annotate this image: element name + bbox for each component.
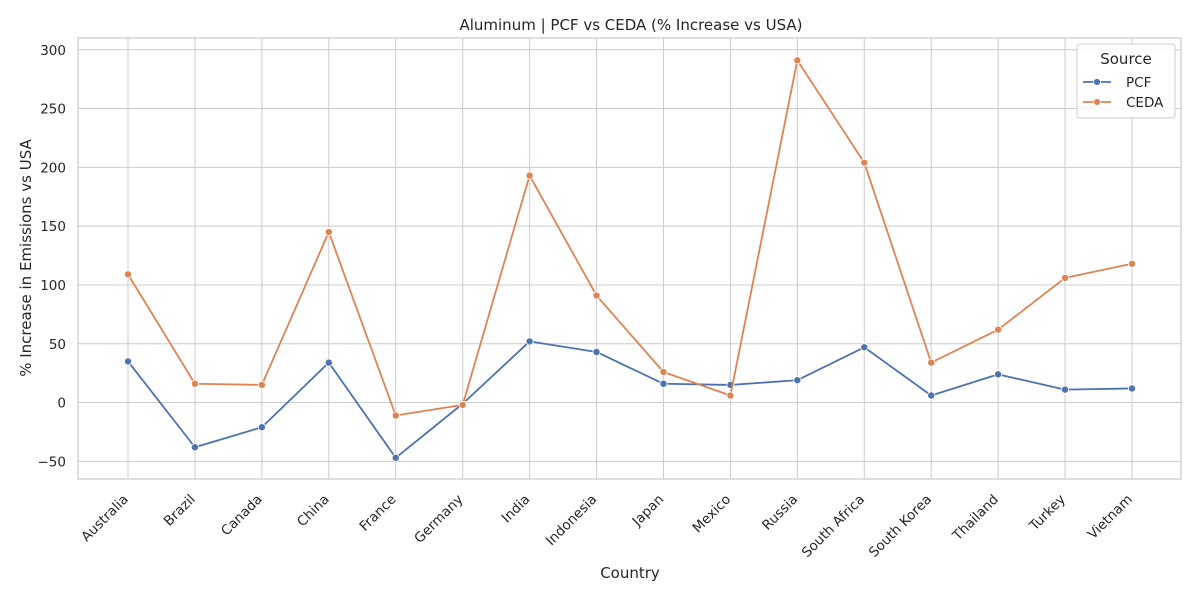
data-point-pcf [592,347,601,356]
data-point-pcf [1128,384,1137,393]
y-tick-label: 100 [40,278,66,294]
x-tick-label: Australia [78,492,132,546]
data-point-pcf [1061,385,1070,394]
x-tick-label: India [499,492,534,527]
y-tick-label: 300 [40,43,66,59]
data-point-ceda [458,400,467,409]
legend-entry-ceda: CEDA [1083,95,1164,111]
legend-label-pcf: PCF [1126,75,1151,91]
x-tick-label: Canada [218,492,266,540]
data-point-ceda [592,291,601,300]
data-point-pcf [324,358,333,367]
x-tick-label: Japan [629,492,668,531]
data-point-pcf [927,391,936,400]
x-tick-label: France [357,492,400,535]
x-tick-label: Indonesia [543,492,600,549]
data-point-ceda [927,358,936,367]
data-point-pcf [257,423,266,432]
x-tick-label: Mexico [690,492,735,537]
data-point-pcf [793,376,802,385]
legend: Source PCF CEDA [1076,43,1176,119]
data-point-ceda [726,391,735,400]
data-point-ceda [659,367,668,376]
data-point-ceda [124,270,133,279]
chart-title: Aluminum | PCF vs CEDA (% Increase vs US… [459,16,802,34]
x-tick-label: Thailand [949,492,1002,545]
grid-lines [78,38,1181,479]
x-tick-label: China [294,492,333,531]
data-point-pcf [190,443,199,452]
data-point-ceda [1061,273,1070,282]
legend-marker-pcf [1093,78,1101,86]
data-point-pcf [124,357,133,366]
data-point-pcf [391,453,400,462]
x-tick-label: South Africa [799,492,868,561]
data-point-ceda [860,158,869,167]
plot-area [77,37,1182,480]
x-tick-label: South Korea [866,492,935,561]
series-line-ceda [127,59,1133,417]
legend-marker-ceda [1093,98,1101,106]
data-point-ceda [257,380,266,389]
data-point-ceda [994,325,1003,334]
series-ceda [124,56,1137,420]
data-point-pcf [659,379,668,388]
y-axis-title: % Increase in Emissions vs USA [17,139,35,377]
y-tick-label: −50 [38,454,67,470]
data-point-ceda [324,228,333,237]
x-tick-label: Brazil [161,492,199,530]
data-point-pcf [860,343,869,352]
series-line-pcf [127,340,1133,459]
x-tick-label: Russia [759,492,801,534]
y-tick-label: 0 [57,396,66,412]
x-tick-label: Turkey [1026,492,1069,535]
x-tick-label: Vietnam [1085,492,1136,543]
legend-label-ceda: CEDA [1126,95,1164,111]
x-axis-title: Country [600,564,660,582]
series-layer [124,56,1137,462]
data-point-ceda [1128,259,1137,268]
legend-box [1076,43,1176,119]
series-pcf [124,337,1137,462]
data-point-ceda [391,411,400,420]
data-point-pcf [994,370,1003,379]
y-tick-label: 200 [40,160,66,176]
x-tick-label: Germany [411,492,466,547]
y-axis-ticks: −50 0 50 100 150 200 250 300 [38,43,67,471]
data-point-ceda [190,379,199,388]
y-tick-label: 150 [40,219,66,235]
data-point-pcf [525,337,534,346]
data-point-ceda [793,56,802,65]
y-tick-label: 50 [49,337,66,353]
y-tick-label: 250 [40,102,66,118]
x-axis-ticks: Australia Brazil Canada China France Germany I… [78,492,1136,561]
legend-entry-pcf: PCF [1083,75,1151,91]
data-point-ceda [525,171,534,180]
legend-title: Source [1100,50,1152,68]
